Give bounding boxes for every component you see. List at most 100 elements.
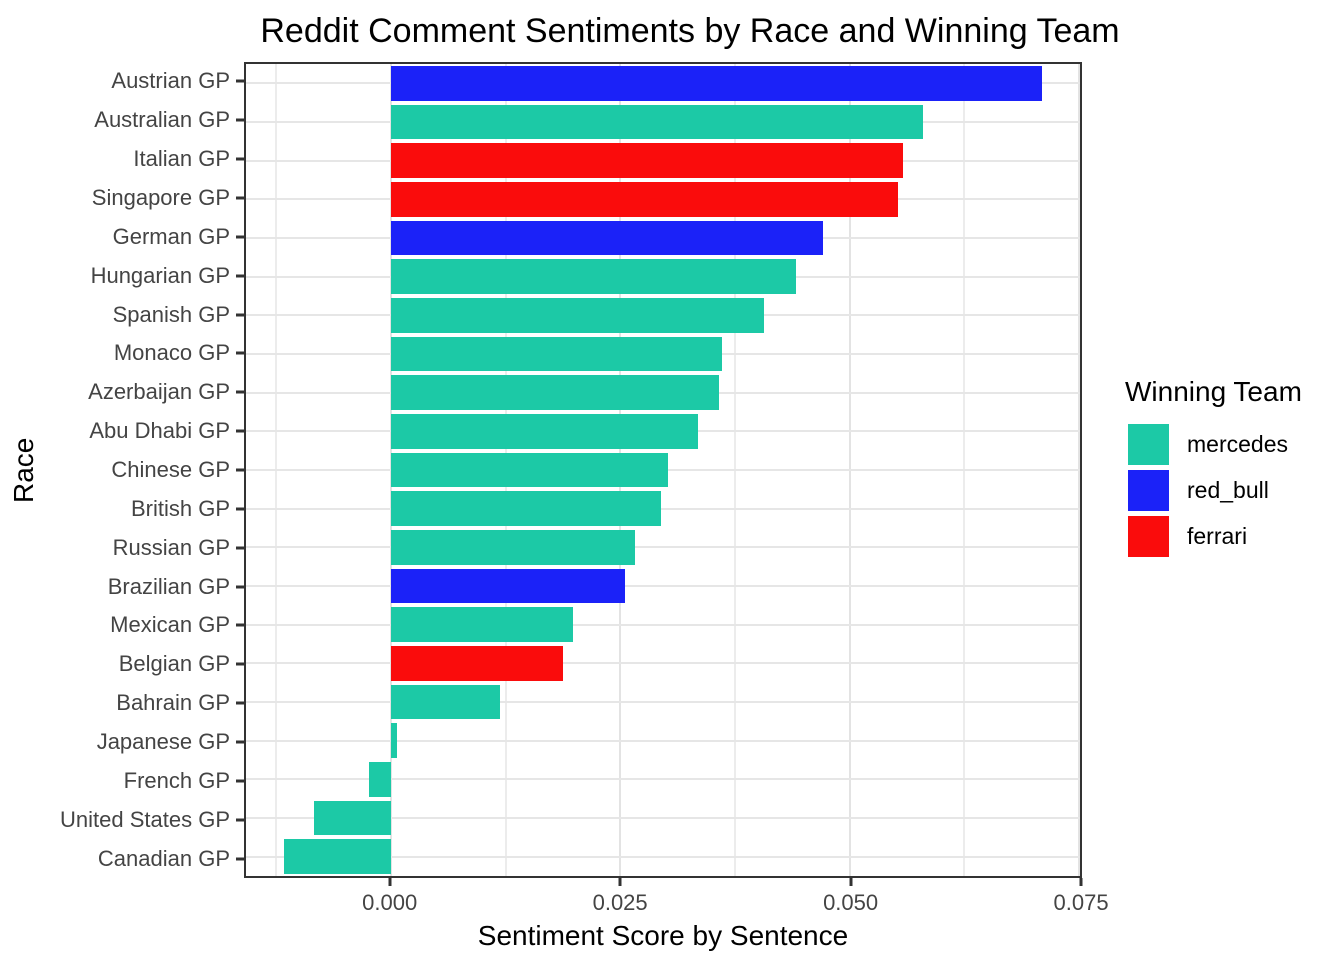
legend-label-ferrari: ferrari bbox=[1187, 523, 1248, 549]
bar-brazilian-gp bbox=[390, 568, 625, 604]
y-tick bbox=[236, 818, 244, 822]
y-label-monaco-gp: Monaco GP bbox=[113, 340, 230, 366]
x-axis-labels: 0.000 0.025 0.050 0.075 bbox=[244, 890, 1108, 918]
legend-key-ferrari bbox=[1128, 516, 1169, 557]
bar-australian-gp bbox=[390, 104, 924, 140]
legend-key-red-bull bbox=[1128, 470, 1169, 511]
y-tick bbox=[236, 390, 244, 394]
y-label-chinese-gp: Chinese GP bbox=[111, 457, 230, 482]
bar-british-gp bbox=[390, 491, 661, 527]
y-tick bbox=[236, 351, 244, 355]
legend-entry-red-bull: red_bull bbox=[1125, 470, 1340, 511]
y-label-australian-gp: Australian GP bbox=[94, 107, 230, 133]
bar-canadian-gp bbox=[283, 839, 391, 875]
bar-united-states-gp bbox=[313, 800, 391, 836]
x-label-0.025: 0.025 bbox=[592, 890, 648, 915]
y-tick bbox=[236, 779, 244, 783]
y-label-brazilian-gp: Brazilian GP bbox=[107, 573, 230, 599]
x-label-0.075: 0.075 bbox=[1053, 890, 1109, 915]
gridline-major-h bbox=[246, 778, 1080, 781]
x-tick bbox=[1079, 878, 1083, 886]
bar-german-gp bbox=[390, 220, 824, 256]
y-label-abu-dhabi-gp: Abu Dhabi GP bbox=[89, 418, 230, 444]
x-axis-title: Sentiment Score by Sentence bbox=[477, 920, 849, 951]
bar-bahrain-gp bbox=[390, 684, 501, 720]
bar-monaco-gp bbox=[390, 336, 723, 372]
y-tick bbox=[236, 546, 244, 550]
legend-label-red-bull: red_bull bbox=[1187, 477, 1269, 503]
y-label-belgian-gp: Belgian GP bbox=[118, 651, 230, 677]
y-tick bbox=[236, 468, 244, 472]
bar-russian-gp bbox=[390, 529, 635, 565]
y-tick bbox=[236, 313, 244, 317]
y-label-singapore-gp: Singapore GP bbox=[91, 185, 230, 210]
y-label-united-states-gp: United States GP bbox=[60, 806, 230, 832]
legend-title: Winning Team bbox=[1125, 376, 1302, 407]
gridline-major-h bbox=[246, 855, 1080, 858]
y-tick bbox=[236, 274, 244, 278]
bar-italian-gp bbox=[390, 143, 903, 179]
y-label-canadian-gp: Canadian GP bbox=[97, 845, 230, 871]
y-label-italian-gp: Italian GP bbox=[133, 146, 230, 172]
bar-abu-dhabi-gp bbox=[390, 413, 699, 449]
legend-entry-ferrari: ferrari bbox=[1125, 516, 1340, 557]
y-tick bbox=[236, 157, 244, 161]
y-tick bbox=[236, 79, 244, 83]
legend-key-mercedes bbox=[1128, 424, 1169, 465]
y-label-russian-gp: Russian GP bbox=[112, 534, 230, 560]
y-axis-ticks bbox=[236, 62, 244, 878]
legend-label-mercedes: mercedes bbox=[1187, 431, 1288, 457]
gridline-major-h bbox=[246, 817, 1080, 819]
gridline-major-h bbox=[246, 623, 1080, 626]
legend-entry-mercedes: mercedes bbox=[1125, 424, 1340, 465]
gridline-major-h bbox=[246, 546, 1080, 549]
y-label-bahrain-gp: Bahrain GP bbox=[116, 690, 230, 716]
x-tick bbox=[388, 878, 392, 886]
gridline-major-h bbox=[246, 701, 1080, 703]
x-label-0.050: 0.050 bbox=[823, 890, 879, 915]
gridline-major-h bbox=[246, 739, 1080, 742]
bar-singapore-gp bbox=[390, 181, 899, 217]
bar-azerbaijan-gp bbox=[390, 375, 720, 411]
x-axis-ticks bbox=[244, 878, 1083, 886]
gridline-major-h bbox=[246, 507, 1080, 510]
x-label-0.000: 0.000 bbox=[362, 890, 418, 915]
y-tick bbox=[236, 585, 244, 589]
bar-hungarian-gp bbox=[390, 259, 796, 295]
bar-japanese-gp bbox=[390, 723, 398, 759]
x-tick bbox=[618, 878, 622, 886]
y-label-hungarian-gp: Hungarian GP bbox=[90, 262, 230, 288]
y-label-azerbaijan-gp: Azerbaijan GP bbox=[88, 379, 230, 405]
plot-title: Reddit Comment Sentiments by Race and Wi… bbox=[260, 12, 1120, 50]
y-tick bbox=[236, 235, 244, 239]
y-label-japanese-gp: Japanese GP bbox=[96, 729, 230, 754]
y-tick bbox=[236, 118, 244, 122]
y-tick bbox=[236, 662, 244, 666]
y-axis-labels: Austrian GP Australian GP Italian GP Singap… bbox=[0, 62, 230, 878]
bar-chinese-gp bbox=[390, 452, 669, 488]
y-tick bbox=[236, 740, 244, 744]
y-tick bbox=[236, 196, 244, 200]
bar-spanish-gp bbox=[390, 297, 765, 333]
y-tick bbox=[236, 857, 244, 861]
plot-panel bbox=[244, 62, 1082, 878]
bar-french-gp bbox=[368, 761, 391, 797]
y-tick bbox=[236, 623, 244, 627]
y-label-french-gp: French GP bbox=[123, 767, 230, 793]
x-tick bbox=[849, 878, 853, 886]
y-label-german-gp: German GP bbox=[112, 223, 230, 249]
y-tick bbox=[236, 429, 244, 433]
y-label-british-gp: British GP bbox=[130, 495, 230, 521]
bar-mexican-gp bbox=[390, 607, 573, 643]
y-label-spanish-gp: Spanish GP bbox=[112, 301, 230, 327]
y-tick bbox=[236, 701, 244, 705]
y-label-austrian-gp: Austrian GP bbox=[111, 68, 230, 94]
bar-belgian-gp bbox=[390, 645, 563, 681]
y-label-mexican-gp: Mexican GP bbox=[110, 612, 230, 638]
gridline-major-h bbox=[246, 585, 1080, 587]
y-tick bbox=[236, 507, 244, 511]
bar-austrian-gp bbox=[390, 65, 1043, 101]
